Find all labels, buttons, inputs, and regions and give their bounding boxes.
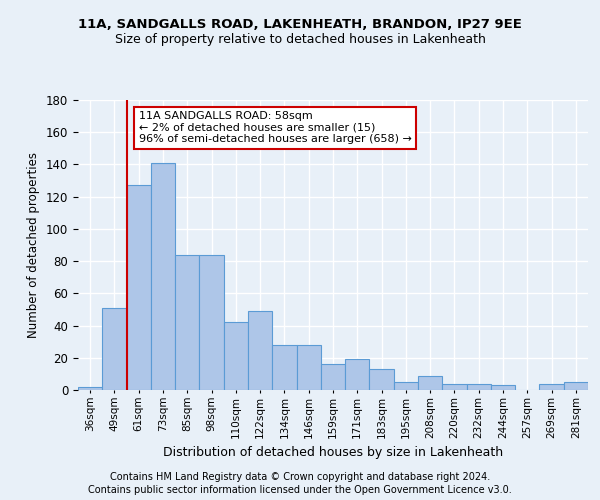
Bar [418,376,442,390]
Bar [564,382,588,390]
Text: Size of property relative to detached houses in Lakenheath: Size of property relative to detached ho… [115,32,485,46]
Bar [321,364,345,390]
Bar [345,360,370,390]
Text: 11A, SANDGALLS ROAD, LAKENHEATH, BRANDON, IP27 9EE: 11A, SANDGALLS ROAD, LAKENHEATH, BRANDON… [78,18,522,30]
Bar [491,385,515,390]
Bar [394,382,418,390]
Bar [370,369,394,390]
Text: Contains public sector information licensed under the Open Government Licence v3: Contains public sector information licen… [88,485,512,495]
Bar [539,384,564,390]
Bar [78,387,102,390]
Bar [296,345,321,390]
X-axis label: Distribution of detached houses by size in Lakenheath: Distribution of detached houses by size … [163,446,503,459]
Bar [151,163,175,390]
Bar [127,186,151,390]
Bar [199,254,224,390]
Y-axis label: Number of detached properties: Number of detached properties [28,152,40,338]
Bar [248,311,272,390]
Text: Contains HM Land Registry data © Crown copyright and database right 2024.: Contains HM Land Registry data © Crown c… [110,472,490,482]
Bar [442,384,467,390]
Text: 11A SANDGALLS ROAD: 58sqm
← 2% of detached houses are smaller (15)
96% of semi-d: 11A SANDGALLS ROAD: 58sqm ← 2% of detach… [139,112,412,144]
Bar [102,308,127,390]
Bar [272,345,296,390]
Bar [224,322,248,390]
Bar [175,254,199,390]
Bar [467,384,491,390]
